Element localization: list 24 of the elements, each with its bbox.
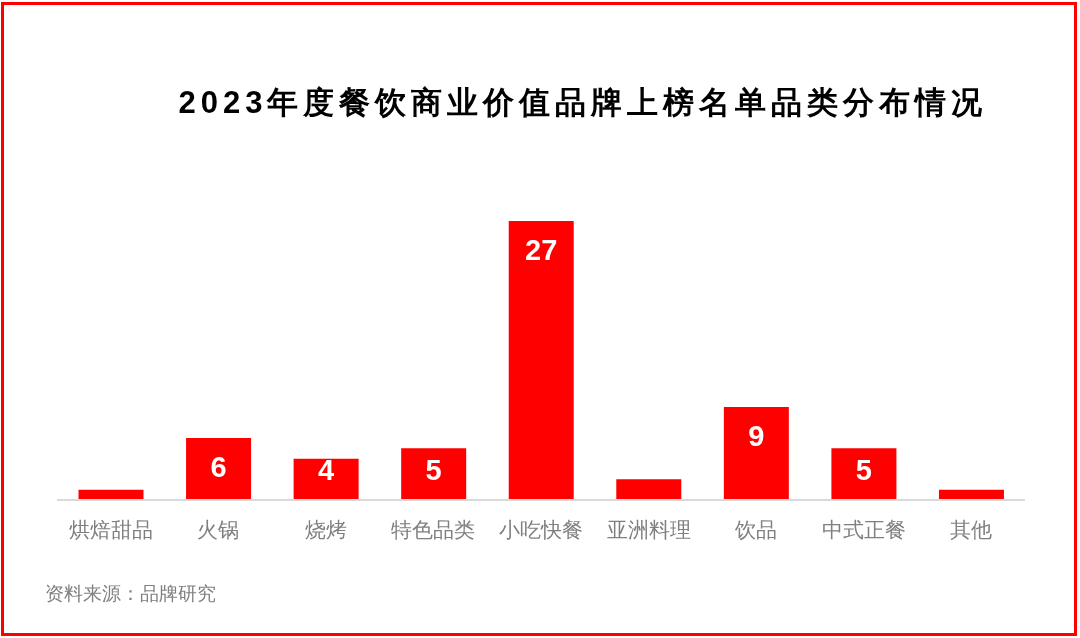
x-tick-label: 烘焙甜品 <box>68 518 153 541</box>
x-tick-label: 特色品类 <box>391 518 476 541</box>
bar <box>616 479 682 500</box>
chart-title: 2023年度餐饮商业价值品牌上榜名单品类分布情况 <box>177 84 989 122</box>
data-label: 4 <box>318 454 335 486</box>
data-label: 5 <box>425 454 442 486</box>
bar <box>401 448 467 500</box>
x-tick-label: 其他 <box>950 518 993 541</box>
bar <box>293 458 359 500</box>
x-tick-label: 小吃快餐 <box>499 518 583 541</box>
x-tick-label: 烧烤 <box>304 518 347 541</box>
bar <box>508 221 574 500</box>
x-tick-label: 中式正餐 <box>821 518 906 541</box>
text: 资料来源：品牌研究 <box>45 582 216 606</box>
data-label: 5 <box>855 454 872 486</box>
bar <box>723 407 789 500</box>
x-tick-label: 饮品 <box>734 518 778 541</box>
data-label: 27 <box>525 234 558 266</box>
bar <box>186 438 252 500</box>
bar <box>831 448 897 500</box>
data-label: 9 <box>748 420 765 452</box>
x-tick-label: 火锅 <box>197 518 240 541</box>
data-label: 6 <box>210 451 227 483</box>
x-tick-label: 亚洲料理 <box>606 518 691 541</box>
